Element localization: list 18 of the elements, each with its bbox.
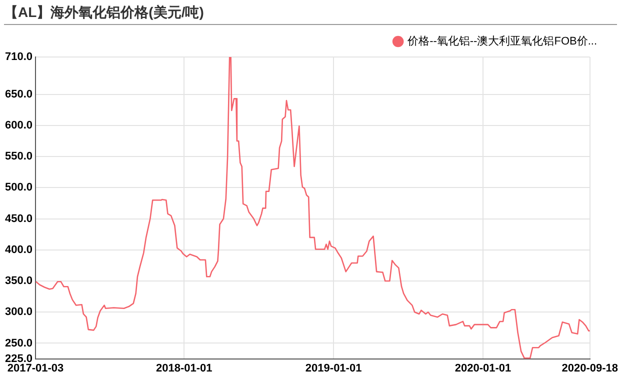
y-tick-label: 225.0 [4,352,33,365]
y-tick-label: 600.0 [4,119,33,132]
x-tick-label: 2017-01-03 [7,362,64,374]
y-tick-label: 710.0 [4,51,33,64]
x-tick-label: 2019-01-01 [305,362,362,374]
x-tick-label: 2018-01-01 [156,362,212,374]
y-tick-label: 350.0 [4,275,33,288]
x-tick-label: 2020-01-01 [454,362,512,374]
y-tick-label: 300.0 [4,306,33,318]
x-tick-label: 2020-09-18 [562,362,618,374]
y-tick-label: 450.0 [4,212,33,225]
y-tick-label: 500.0 [4,182,33,194]
y-tick-label: 250.0 [4,337,33,350]
y-tick-label: 550.0 [4,150,33,163]
chart-title: 【AL】海外氧化铝价格(美元/吨) [4,2,617,25]
y-tick-label: 400.0 [4,244,33,256]
legend-label: 价格--氧化铝--澳大利亚氧化铝FOB价... [406,34,598,48]
y-tick-label: 650.0 [4,88,33,100]
